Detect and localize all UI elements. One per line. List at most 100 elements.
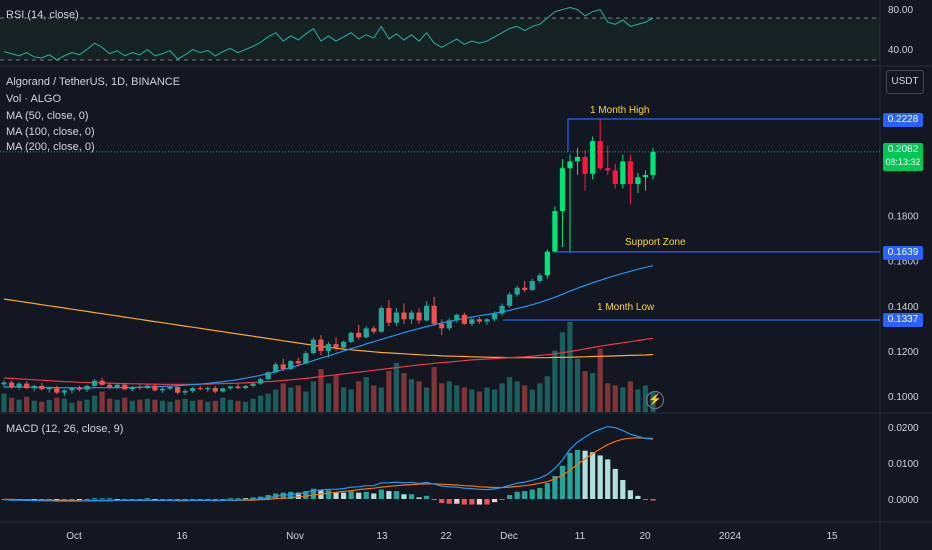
candle-body (61, 390, 67, 393)
candle-body (24, 383, 30, 389)
macd-histogram-bar (212, 499, 218, 500)
legend-ma100[interactable]: MA (100, close, 0) (6, 126, 95, 138)
candle-body (522, 287, 528, 290)
volume-bar (303, 391, 309, 412)
macd-histogram-bar (174, 499, 181, 500)
candle-body (507, 294, 513, 306)
volume-bar (424, 387, 430, 412)
time-tick: 16 (176, 531, 188, 542)
macd-histogram-bar (318, 490, 324, 499)
candle-body (650, 151, 656, 175)
candle-body (620, 161, 626, 184)
candle-body (469, 319, 475, 324)
candle-body (39, 385, 45, 390)
candle-body (159, 388, 166, 391)
candle-body (227, 386, 233, 389)
macd-histogram-bar (529, 489, 535, 499)
volume-bar (325, 383, 332, 412)
volume-bar (1, 393, 7, 412)
volume-bar (605, 383, 611, 412)
volume-bar (174, 399, 181, 412)
macd-histogram-bar (288, 491, 294, 499)
volume-bar (522, 385, 528, 412)
price-tick: 0.1200 (888, 347, 919, 358)
macd-histogram-bar (159, 499, 166, 500)
macd-histogram-bar (424, 495, 430, 499)
candle-body (69, 387, 75, 391)
candle-body (84, 385, 90, 390)
price-tick: 0.1800 (888, 212, 919, 223)
volume-bar (431, 367, 437, 412)
candle-body (590, 141, 596, 174)
annotation-support-zone: Support Zone (625, 237, 686, 248)
volume-bar (499, 383, 505, 412)
legend-ma50[interactable]: MA (50, close, 0) (6, 110, 89, 122)
macd-histogram-bar (61, 499, 67, 501)
volume-bar (295, 385, 301, 412)
volume-bar (507, 377, 513, 412)
volume-bar (310, 381, 317, 412)
candle-body (257, 379, 264, 384)
currency-button[interactable]: USDT (886, 70, 924, 94)
volume-bar (574, 358, 581, 412)
volume-bar (371, 385, 377, 412)
macd-tick: 0.0200 (888, 423, 919, 434)
macd-histogram-bar (250, 497, 256, 499)
volume-bar (363, 377, 369, 412)
candle-body (152, 385, 158, 391)
legend-volume[interactable]: Vol · ALGO (6, 93, 62, 105)
macd-histogram-bar (476, 499, 483, 505)
macd-histogram-bar (303, 491, 309, 499)
volume-bar (582, 371, 588, 412)
macd-histogram-bar (537, 487, 543, 499)
volume-bar (590, 373, 596, 412)
candle-body (348, 332, 354, 342)
macd-histogram-bar (325, 490, 332, 499)
candle-body (612, 170, 618, 184)
volume-bar (144, 398, 150, 412)
macd-tick: 0.0100 (888, 459, 919, 470)
rsi-band (0, 18, 880, 60)
macd-histogram-bar (386, 491, 392, 499)
volume-bar (220, 397, 226, 412)
candle-body (242, 385, 249, 389)
candle-body (340, 341, 347, 348)
symbol-title[interactable]: Algorand / TetherUS, 1D, BINANCE (6, 76, 181, 88)
volume-bar (386, 371, 392, 412)
candle-body (454, 314, 460, 321)
macd-histogram-bar (642, 499, 649, 500)
volume-bar (635, 389, 641, 412)
macd-histogram-bar (242, 498, 249, 500)
volume-bar (340, 387, 347, 412)
candle-body (273, 364, 279, 373)
volume-bar (537, 383, 543, 412)
candle-body (220, 388, 226, 392)
volume-bar (620, 387, 626, 412)
macd-histogram-bar (144, 498, 150, 500)
volume-bar (69, 402, 75, 412)
countdown-value: 08:13:32 (885, 157, 921, 167)
candle-body (393, 312, 400, 323)
macd-histogram-bar (371, 493, 377, 499)
volume-bar (99, 391, 105, 412)
volume-bar (159, 400, 166, 412)
volume-bar (265, 393, 271, 412)
macd-histogram-bar (227, 498, 233, 500)
candle-body (107, 384, 113, 387)
macd-histogram-bar (627, 490, 633, 499)
volume-bar (235, 400, 241, 412)
time-tick: Oct (66, 531, 82, 542)
macd-histogram-bar (333, 492, 339, 499)
macd-histogram-bar (567, 453, 573, 499)
macd-histogram-bar (446, 499, 452, 504)
macd-histogram-bar (612, 468, 618, 499)
candle-body (114, 384, 120, 387)
volume-bar (61, 398, 67, 412)
legend-ma200[interactable]: MA (200, close, 0) (6, 141, 95, 153)
macd-histogram-bar (461, 499, 467, 505)
lightning-icon[interactable]: ⚡ (646, 391, 664, 409)
candle-body (190, 388, 196, 392)
candle-body (54, 387, 60, 393)
month-high-line (567, 118, 880, 152)
